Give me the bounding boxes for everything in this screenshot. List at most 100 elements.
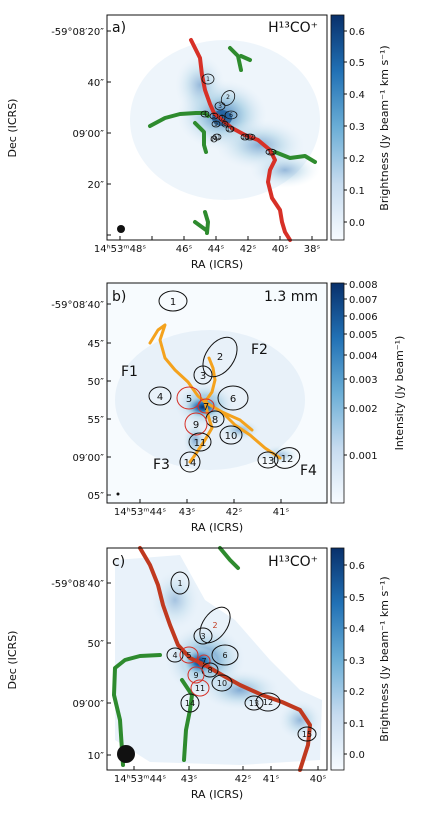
orange-filament-f1 [148,323,207,404]
filament-label: F4 [300,463,317,479]
core-label: 8 [223,121,227,128]
orange-filament-f4b [220,410,254,432]
colorbar-tick-label: 0.002 [349,404,378,415]
colorbar-tick-label: 0.003 [349,375,378,386]
colorbar-tick-label: 0.0 [349,218,365,229]
orange-filament-f4 [203,400,282,460]
core-label: 1 [206,76,210,83]
core-label: 5 [186,651,191,660]
panel-c-core-labels: 1 2 3 4 5 6 7 8 9 10 11 12 13 14 15 [172,579,312,739]
beam-marker [117,225,125,233]
colorbar-label: Brightness (Jy beam⁻¹ km s⁻¹) [378,576,391,741]
core-label: 6 [229,112,233,119]
y-tick-label: 10″ [88,751,105,762]
core-label: 6 [222,651,227,660]
core-label: 4 [172,651,177,660]
core-label: 10 [225,431,238,442]
core-label: 2 [217,352,223,363]
core-label: 11 [213,134,221,141]
colorbar-tick-label: 0.005 [349,330,378,341]
y-tick-label: 45″ [88,339,105,350]
colorbar-tick-label: 0.5 [349,593,365,604]
core-label: 11 [195,684,205,693]
core-label: 7 [201,657,206,666]
y-tick-label: -59°08′20″ [51,27,104,38]
core-label: 9 [193,671,198,680]
x-tick-label: 38ˢ [304,244,321,255]
panel-b-colorbar: 0.008 0.007 0.006 0.005 0.004 0.003 0.00… [330,280,406,504]
x-tick-label: 41ˢ [273,507,290,518]
filament-label: F3 [153,457,170,473]
beam-marker [117,745,135,763]
y-tick-label: 05″ [88,491,105,502]
panel-c: 1 2 3 4 5 6 7 8 9 10 11 12 13 14 15 c) [6,546,391,801]
panel-label: b) [112,289,126,305]
x-tick-label: 42ˢ [240,244,257,255]
core-label: 15 [267,149,275,156]
x-tick-label: 40ˢ [310,774,327,785]
panel-a-filaments [148,38,317,242]
core-label: 1 [170,297,176,308]
panel-a-y-tick-labels: -59°08′20″ 40″ 09′00″ 20″ [51,27,104,191]
colorbar-tick-label: 0.004 [349,351,378,362]
core-label: 12 [263,698,273,707]
x-tick-label: 43ˢ [179,507,196,518]
colorbar-label: Intensity (Jy beam⁻¹) [393,336,406,451]
panel-b-core-labels: 1 2 3 4 5 6 7 8 9 10 11 12 13 14 [157,297,294,469]
core-label: 11 [194,438,207,449]
panel-a-x-ticks [119,236,313,240]
core-label: 3 [200,371,206,382]
core-label: 13 [241,134,249,141]
y-tick-label: 09′00″ [73,453,105,464]
panel-title: H¹³CO⁺ [268,554,318,570]
green-filament-5 [273,150,317,164]
core-label: 10 [226,126,234,133]
red-filament-main [189,38,292,242]
green-filament-7 [193,220,208,232]
green-filament-4 [193,121,208,154]
y-tick-label: -59°08′40″ [51,300,104,311]
panel-b-x-ticks [139,499,282,503]
x-tick-label: 42ˢ [226,507,243,518]
core-label: 9 [193,420,199,431]
panel-b-filaments [148,323,282,464]
core-label: 9 [214,121,218,128]
panel-b-frame [106,282,328,504]
colorbar-tick-label: 0.3 [349,122,365,133]
filament-label: F1 [121,364,138,380]
panel-c-cores [166,571,317,742]
x-tick-label: 46ˢ [176,244,193,255]
colorbar-tick-label: 0.6 [349,561,365,572]
x-tick-label: 14ʰ53ᵐ44ˢ [114,507,166,518]
core-label: 8 [212,415,218,426]
panel-c-map [107,548,327,770]
x-tick-label: 14ʰ53ᵐ48ˢ [94,244,146,255]
panel-c-colorbar: 0.6 0.5 0.4 0.3 0.2 0.1 0.0 Brightness (… [330,547,391,771]
y-tick-label: 55″ [88,415,105,426]
core-label: 3 [200,632,205,641]
green-filament-3 [148,111,210,128]
panel-c-y-tick-labels: -59°08′40″ 50″ 09′00″ 10″ [51,579,104,762]
core-label: 4 [157,392,163,403]
core-label: 3 [218,103,222,110]
x-tick-label: 41ˢ [263,774,280,785]
core-label: 2 [226,94,230,101]
orange-filament-f2 [203,356,217,404]
x-tick-label: 44ˢ [208,244,225,255]
y-tick-label: 09′00″ [73,129,105,140]
core-label: 12 [246,134,254,141]
core-label: 7 [220,115,224,122]
core-label: 14 [185,699,195,708]
colorbar-tick-label: 0.3 [349,656,365,667]
panel-c-frame [106,547,328,771]
core-label: 5 [212,113,216,120]
red-filament-main [138,546,312,772]
green-filament-2 [239,54,252,62]
colorbar-tick-label: 0.1 [349,186,365,197]
beam-marker [116,492,120,496]
y-axis-label: Dec (ICRS) [6,631,19,690]
panel-c-y-ticks [107,582,111,756]
colorbar-tick-label: 0.2 [349,687,365,698]
core-label: 15 [302,730,312,739]
